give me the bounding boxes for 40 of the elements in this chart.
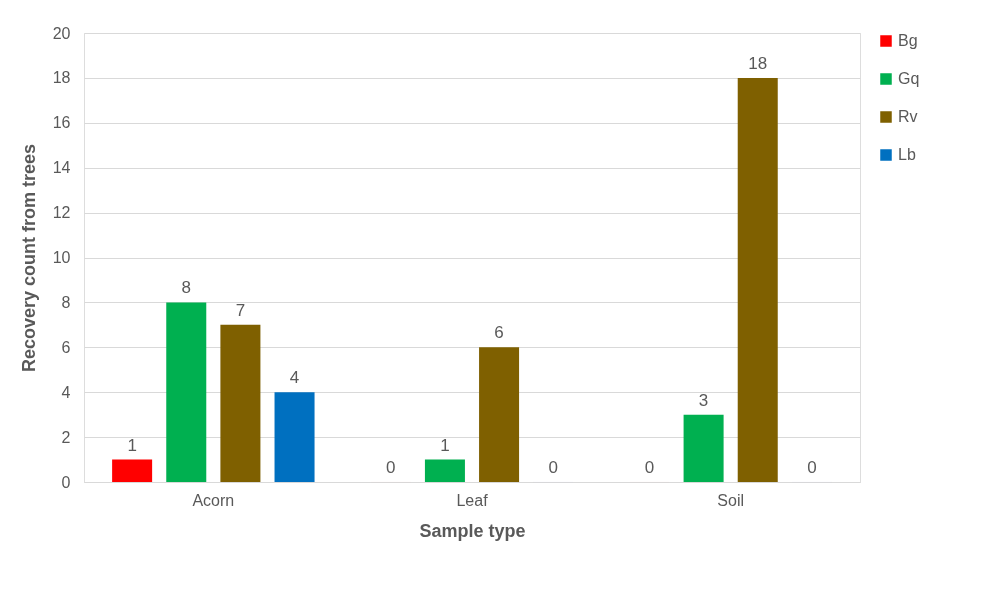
bar [683, 414, 725, 483]
data-label: 0 [548, 458, 558, 477]
y-tick-label: 14 [52, 159, 71, 177]
x-tick-label: Leaf [456, 491, 489, 509]
data-label: 6 [494, 323, 504, 343]
legend-label: Gq [898, 70, 920, 87]
y-tick-label: 2 [61, 428, 71, 446]
bar [111, 459, 153, 483]
x-axis-title: Sample type [419, 520, 526, 541]
y-tick-label: 12 [52, 204, 71, 222]
bar [274, 391, 316, 483]
data-label: 7 [235, 300, 246, 320]
bar [478, 346, 520, 483]
data-label: 4 [289, 368, 300, 388]
data-label: 1 [127, 435, 137, 455]
data-label: 18 [748, 53, 768, 73]
legend-label: Rv [898, 108, 918, 125]
y-tick-label: 18 [52, 69, 71, 87]
y-tick-label: 0 [61, 473, 71, 491]
y-tick-label: 10 [52, 249, 71, 266]
y-tick-label: 8 [61, 293, 71, 311]
y-tick-label: 16 [52, 114, 71, 132]
data-label: 1 [440, 435, 450, 455]
bar [165, 301, 207, 483]
y-tick-label: 20 [52, 24, 71, 42]
y-tick-label: 4 [61, 383, 71, 401]
legend-label: Lb [898, 146, 916, 163]
x-tick-label: Soil [717, 491, 745, 509]
data-label: 3 [698, 390, 709, 410]
bar [737, 77, 779, 483]
x-tick-label: Acorn [192, 491, 235, 509]
bar [424, 459, 466, 483]
y-tick-label: 6 [61, 338, 71, 356]
bar [219, 324, 261, 483]
legend-label: Bg [898, 32, 918, 49]
data-label: 8 [181, 278, 191, 298]
y-axis-title: Recovery count from trees [18, 143, 39, 373]
data-label: 0 [807, 458, 817, 477]
data-label: 0 [386, 458, 396, 477]
data-label: 0 [644, 458, 655, 477]
